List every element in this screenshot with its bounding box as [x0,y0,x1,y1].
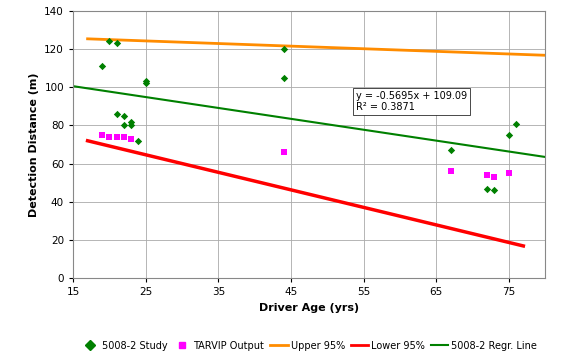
Point [483,186,492,191]
Point [98,63,107,69]
Point [141,81,150,86]
Point [126,119,135,125]
Point [279,46,288,52]
X-axis label: Driver Age (yrs): Driver Age (yrs) [259,303,359,313]
Y-axis label: Detection Distance (m): Detection Distance (m) [29,72,39,217]
Point [483,172,492,178]
Text: y = -0.5695x + 109.09
R² = 0.3871: y = -0.5695x + 109.09 R² = 0.3871 [356,91,468,112]
Point [134,138,143,144]
Point [119,122,128,128]
Point [490,188,499,193]
Point [504,132,513,138]
Point [105,134,114,140]
Point [126,122,135,128]
Point [504,170,513,176]
Point [119,113,128,119]
Point [126,136,135,142]
Point [112,40,121,46]
Legend: 5008-2 Study, TARVIP Output, Upper 95%, Lower 95%, 5008-2 Regr. Line: 5008-2 Study, TARVIP Output, Upper 95%, … [77,337,541,355]
Point [119,134,128,140]
Point [112,111,121,117]
Point [112,134,121,140]
Point [279,149,288,155]
Point [446,147,455,153]
Point [511,121,520,126]
Point [446,169,455,174]
Point [279,75,288,81]
Point [141,79,150,84]
Point [490,174,499,180]
Point [105,39,114,44]
Point [98,132,107,138]
